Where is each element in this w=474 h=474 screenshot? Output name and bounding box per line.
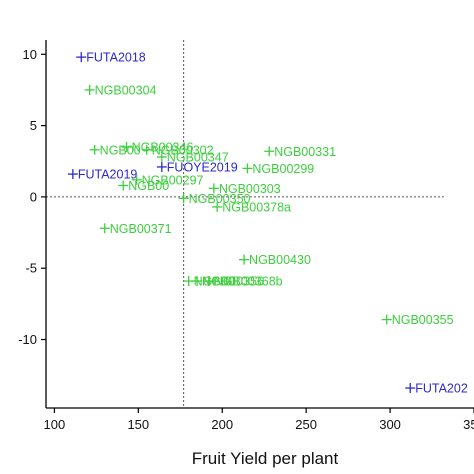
point-label: NGB00 — [100, 143, 141, 157]
data-point: FUTA2018 — [76, 51, 146, 65]
point-label: NGB00347 — [167, 150, 229, 164]
x-tick-label: 300 — [379, 417, 401, 432]
data-point: FUTA2019 — [67, 168, 138, 182]
data-point: NGB00368b — [203, 275, 283, 289]
data-point: NGB00347 — [156, 150, 229, 164]
point-label: NGB00378a — [222, 200, 291, 214]
x-tick-label: 350 — [463, 417, 474, 432]
x-tick-label: 100 — [44, 417, 66, 432]
data-point: NGB00331 — [264, 145, 336, 159]
point-label: NGB00368b — [214, 275, 283, 289]
x-tick-label: 200 — [211, 417, 233, 432]
point-label: NGB00331 — [274, 145, 336, 159]
point-label: NGB00302 — [152, 143, 214, 157]
data-point: NGB00303 — [208, 182, 281, 196]
data-point: NGB00304 — [84, 83, 157, 97]
point-label: NGB00297 — [142, 173, 204, 187]
point-label: FUOYE2019 — [167, 160, 238, 174]
y-tick-label: 0 — [30, 189, 37, 204]
data-point: NGB00302 — [141, 143, 214, 157]
data-point: NGB00 — [183, 275, 235, 289]
y-tick-label: 10 — [23, 47, 37, 62]
x-tick-label: 250 — [295, 417, 317, 432]
data-point: NGB00 — [118, 179, 169, 193]
point-label: NGB00430 — [249, 253, 311, 267]
data-point: FUTA202 — [405, 382, 468, 396]
data-point: FUOYE2019 — [156, 160, 238, 174]
data-point: NGB00378a — [212, 200, 291, 214]
point-label: NGB00371 — [110, 222, 172, 236]
point-label: NGB00304 — [95, 83, 157, 97]
data-point: NGB00371 — [99, 222, 172, 236]
point-label: NGB00303 — [219, 182, 281, 196]
point-label: NGB00 — [194, 275, 235, 289]
point-label: FUTA2019 — [78, 168, 138, 182]
x-tick-label: 150 — [127, 417, 149, 432]
point-label: NGB00356 — [202, 275, 264, 289]
point-label: NGB00299 — [252, 162, 314, 176]
point-label: NGB00 — [128, 179, 169, 193]
data-point: NGB00355 — [381, 313, 454, 327]
x-axis-label: Fruit Yield per plant — [192, 449, 339, 468]
data-point: NGB00356 — [192, 275, 264, 289]
data-point: NGB00297 — [131, 173, 204, 187]
point-label: NGB00355 — [392, 313, 454, 327]
point-label: FUTA2018 — [86, 51, 146, 65]
y-tick-label: -10 — [18, 332, 37, 347]
data-point: NGB00 — [89, 143, 141, 157]
y-tick-label: -5 — [25, 261, 37, 276]
data-point: NGB00430 — [239, 253, 311, 267]
point-label: NGB00350 — [189, 192, 251, 206]
data-point: NGB00350 — [178, 192, 251, 206]
point-label: FUTA202 — [415, 382, 468, 396]
data-point: NGB00299 — [242, 162, 314, 176]
y-tick-label: 5 — [30, 118, 37, 133]
